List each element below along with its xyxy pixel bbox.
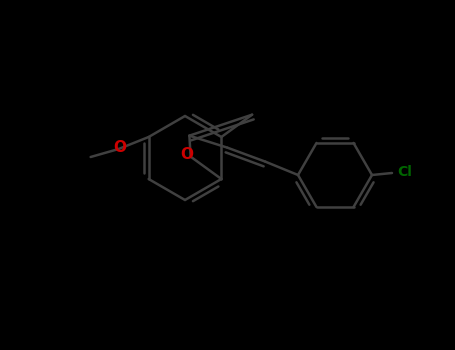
Text: Cl: Cl	[398, 165, 412, 179]
Text: O: O	[180, 147, 193, 162]
Text: O: O	[113, 140, 126, 154]
